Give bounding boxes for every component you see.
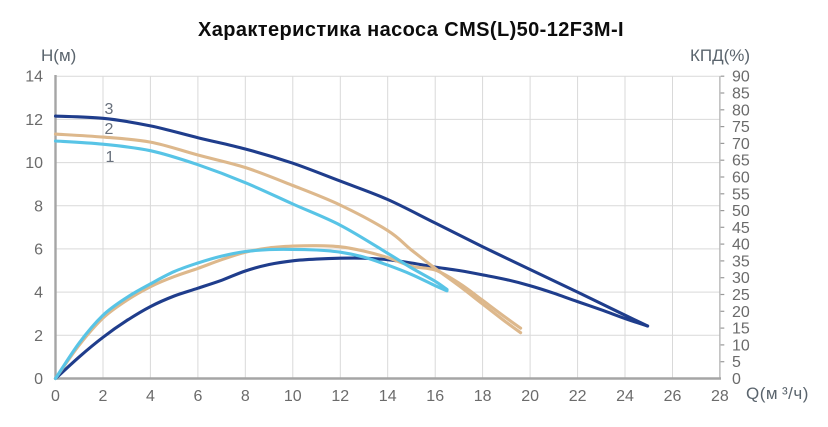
svg-text:50: 50 (732, 203, 750, 220)
svg-text:6: 6 (193, 388, 202, 405)
svg-text:H(м): H(м) (41, 46, 76, 65)
svg-text:10: 10 (732, 337, 750, 354)
svg-text:Q(м ³/ч): Q(м ³/ч) (746, 384, 809, 403)
svg-text:40: 40 (732, 237, 750, 254)
svg-text:60: 60 (732, 170, 750, 187)
svg-text:28: 28 (711, 388, 729, 405)
svg-text:75: 75 (732, 119, 750, 136)
svg-text:14: 14 (379, 388, 397, 405)
svg-text:30: 30 (732, 270, 750, 287)
svg-text:14: 14 (25, 69, 43, 86)
svg-text:80: 80 (732, 102, 750, 119)
svg-text:4: 4 (146, 388, 155, 405)
svg-text:10: 10 (25, 155, 43, 172)
svg-text:1: 1 (106, 149, 115, 166)
svg-text:5: 5 (732, 354, 741, 371)
svg-text:22: 22 (569, 388, 587, 405)
svg-text:8: 8 (34, 198, 43, 215)
svg-text:35: 35 (732, 253, 750, 270)
svg-text:КПД(%): КПД(%) (690, 46, 750, 65)
svg-text:24: 24 (616, 388, 634, 405)
svg-text:18: 18 (474, 388, 492, 405)
svg-text:3: 3 (105, 101, 114, 118)
svg-text:26: 26 (664, 388, 682, 405)
svg-text:85: 85 (732, 86, 750, 103)
svg-text:10: 10 (284, 388, 302, 405)
svg-text:70: 70 (732, 136, 750, 153)
svg-text:65: 65 (732, 153, 750, 170)
svg-text:0: 0 (732, 371, 741, 388)
svg-text:12: 12 (331, 388, 349, 405)
svg-text:20: 20 (732, 304, 750, 321)
svg-text:15: 15 (732, 321, 750, 338)
svg-text:16: 16 (426, 388, 444, 405)
svg-text:2: 2 (34, 328, 43, 345)
svg-text:25: 25 (732, 287, 750, 304)
svg-text:20: 20 (521, 388, 539, 405)
svg-text:2: 2 (105, 121, 114, 138)
svg-text:0: 0 (51, 388, 60, 405)
svg-text:6: 6 (34, 241, 43, 258)
svg-text:90: 90 (732, 69, 750, 86)
svg-text:4: 4 (34, 285, 43, 302)
svg-text:55: 55 (732, 186, 750, 203)
svg-text:45: 45 (732, 220, 750, 237)
svg-text:0: 0 (34, 371, 43, 388)
svg-text:12: 12 (25, 112, 43, 129)
svg-text:8: 8 (241, 388, 250, 405)
svg-text:2: 2 (99, 388, 108, 405)
